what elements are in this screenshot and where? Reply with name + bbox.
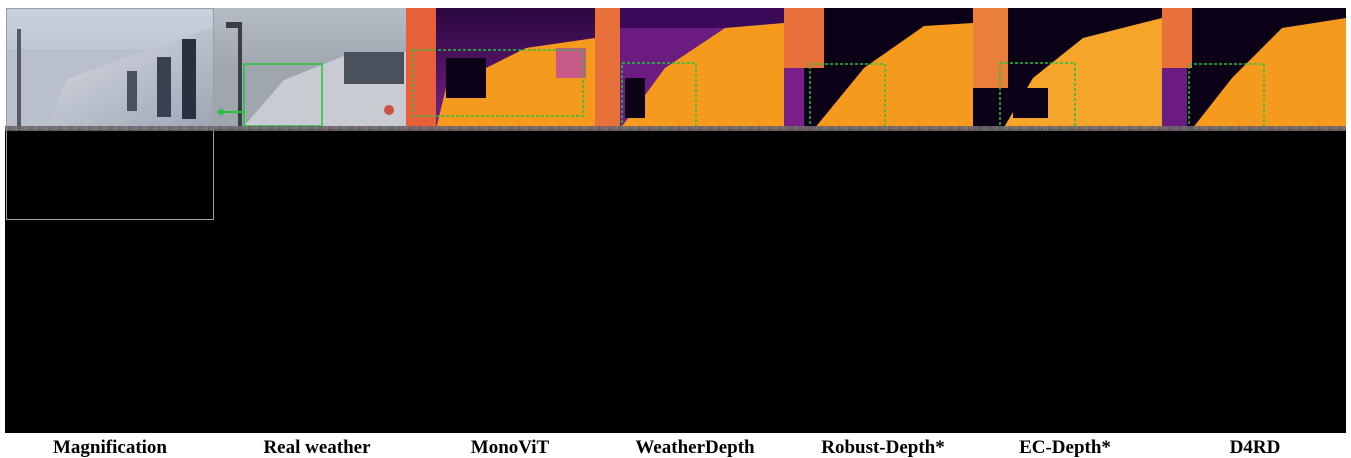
real-weather-panel [214, 8, 406, 129]
caption-ec-depth: EC-Depth* [1019, 437, 1111, 458]
magnified-train-image [7, 9, 213, 219]
monovit-panel [406, 8, 595, 129]
ec-depth-panel [973, 8, 1162, 129]
highlight-box [809, 63, 886, 129]
caption-magnification: Magnification [53, 437, 167, 458]
robust-depth-depth-map [784, 8, 973, 129]
caption-robust-depth: Robust-Depth* [821, 437, 945, 458]
highlight-box [621, 62, 697, 129]
caption-weatherdepth: WeatherDepth [635, 437, 755, 458]
highlight-box [412, 49, 584, 117]
magnification-panel [6, 8, 214, 220]
d4rd-depth-map [1162, 8, 1346, 129]
caption-real-weather: Real weather [263, 437, 371, 458]
highlight-box [999, 62, 1076, 129]
robust-depth-panel [784, 8, 973, 129]
highlight-box [1188, 63, 1265, 129]
d4rd-panel [1162, 8, 1346, 129]
noise-strip [5, 126, 1346, 131]
caption-d4rd: D4RD [1229, 437, 1281, 458]
weatherdepth-depth-map [595, 8, 784, 129]
weatherdepth-panel [595, 8, 784, 129]
ec-depth-depth-map [973, 8, 1162, 129]
monovit-depth-map [406, 8, 595, 129]
real-weather-image [214, 8, 406, 129]
caption-monovit: MonoViT [470, 437, 550, 458]
black-background [5, 129, 1346, 433]
